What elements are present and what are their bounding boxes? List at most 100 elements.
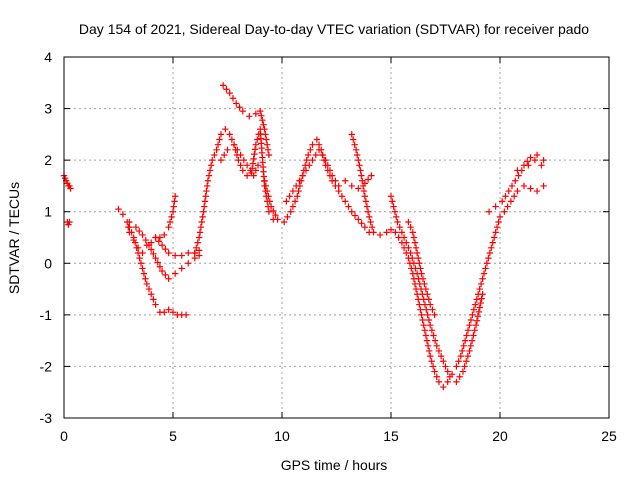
data-marker <box>133 244 140 252</box>
data-marker <box>495 218 502 226</box>
data-marker <box>460 342 467 349</box>
data-point <box>265 208 273 215</box>
data-marker <box>221 151 228 159</box>
data-marker <box>389 198 396 205</box>
data-point <box>407 249 414 257</box>
x-tick-label: 15 <box>383 428 399 444</box>
data-marker <box>476 304 483 311</box>
data-marker <box>254 136 261 143</box>
data-point <box>514 167 521 174</box>
data-marker <box>338 193 346 200</box>
data-marker <box>350 136 357 143</box>
data-point <box>119 211 127 218</box>
data-marker <box>265 193 272 200</box>
data-point <box>219 82 227 89</box>
data-marker <box>485 254 492 262</box>
data-marker <box>464 327 472 334</box>
data-point <box>527 185 534 192</box>
data-marker <box>150 250 157 258</box>
data-marker <box>264 146 272 154</box>
series-track-k <box>283 146 375 205</box>
data-point <box>250 172 257 179</box>
data-point <box>204 177 212 184</box>
data-marker <box>247 167 254 174</box>
data-point <box>134 249 142 257</box>
data-marker <box>467 316 475 324</box>
data-point <box>152 254 159 262</box>
series-track-b <box>64 218 73 228</box>
data-marker <box>258 112 265 119</box>
data-point <box>185 260 192 267</box>
y-tick-label: 0 <box>44 255 52 271</box>
data-marker <box>306 162 313 169</box>
data-marker <box>425 316 433 324</box>
data-marker <box>207 162 215 169</box>
data-point <box>427 301 434 308</box>
data-point <box>139 231 146 239</box>
data-marker <box>196 229 204 236</box>
data-marker <box>319 151 326 159</box>
data-marker <box>486 249 494 257</box>
data-point <box>496 213 504 221</box>
data-marker <box>263 136 270 143</box>
data-marker <box>154 259 161 266</box>
data-marker <box>360 187 368 195</box>
data-marker <box>524 158 531 165</box>
data-marker <box>199 213 206 221</box>
data-point <box>143 280 151 288</box>
data-marker <box>407 223 414 231</box>
data-point <box>514 187 521 195</box>
data-marker <box>442 363 449 370</box>
data-marker <box>405 244 412 252</box>
data-marker <box>433 373 440 380</box>
data-marker <box>367 218 374 226</box>
y-tick-label: -3 <box>40 410 53 426</box>
data-point <box>66 218 73 226</box>
data-marker <box>237 162 244 169</box>
data-marker <box>419 316 426 324</box>
data-marker <box>299 172 306 179</box>
data-point <box>422 285 430 293</box>
data-point <box>287 208 294 215</box>
data-point <box>254 162 262 169</box>
series-track-c <box>115 193 179 257</box>
data-marker <box>468 337 476 344</box>
data-point <box>357 167 364 174</box>
data-marker <box>472 301 479 308</box>
data-point <box>230 141 238 148</box>
data-marker <box>236 104 243 111</box>
data-point <box>226 131 233 138</box>
series-track-a <box>60 172 74 192</box>
data-marker <box>477 280 485 288</box>
data-marker <box>295 187 302 195</box>
data-point <box>488 244 495 252</box>
data-marker <box>489 239 496 246</box>
data-marker <box>419 275 427 282</box>
data-point <box>527 154 534 161</box>
data-marker <box>437 352 445 360</box>
data-point <box>132 223 140 231</box>
data-marker <box>145 285 153 293</box>
data-marker <box>477 299 484 307</box>
data-marker <box>223 86 230 93</box>
data-marker <box>461 363 468 370</box>
data-marker <box>162 245 169 253</box>
series-track-d <box>126 223 190 319</box>
data-marker <box>480 270 488 277</box>
data-point <box>195 234 203 241</box>
data-marker <box>249 160 257 167</box>
data-point <box>479 275 486 282</box>
data-marker <box>424 291 431 298</box>
data-point <box>309 156 316 164</box>
data-marker <box>410 260 418 267</box>
data-marker <box>251 150 258 158</box>
data-marker <box>156 263 164 270</box>
data-point <box>446 373 454 380</box>
data-marker <box>136 227 143 235</box>
data-point <box>400 234 408 241</box>
data-point <box>304 151 312 159</box>
data-point <box>387 226 395 233</box>
data-point <box>213 146 220 154</box>
data-marker <box>194 239 201 246</box>
